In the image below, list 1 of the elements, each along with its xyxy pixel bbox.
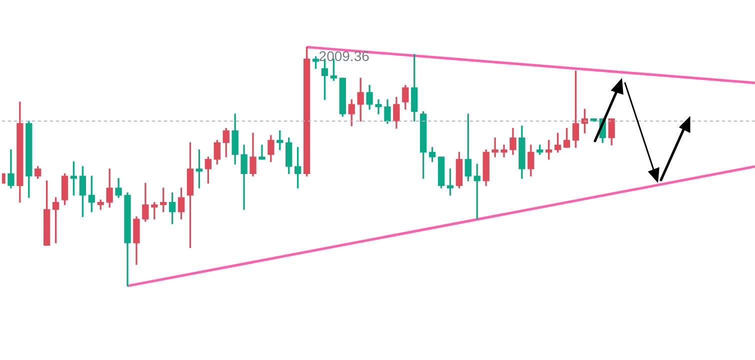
annotation: 2009.36 — [318, 48, 370, 64]
